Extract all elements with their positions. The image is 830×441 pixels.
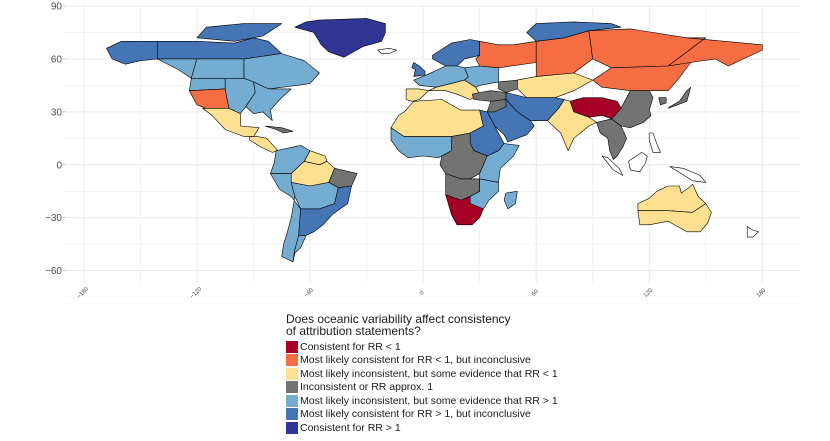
lon-tick-label: 60 — [531, 288, 540, 297]
region-caribbean — [264, 125, 294, 134]
legend-item-likely-consistent-rr-gt-1: Most likely consistent for RR > 1, but i… — [286, 408, 646, 422]
map-regions — [106, 18, 763, 263]
region-e-asia — [611, 90, 654, 128]
lon-tick-label: −60 — [304, 287, 316, 299]
legend-label: Most likely inconsistent, but some evide… — [300, 394, 558, 407]
lon-tick-label: 0 — [419, 290, 426, 297]
region-siberian-arctic — [526, 21, 622, 42]
region-w-canada — [157, 58, 198, 79]
region-ne-siberia — [667, 37, 763, 67]
region-s-asia — [547, 99, 597, 151]
region-borneo — [628, 152, 648, 173]
region-c-asia — [517, 72, 593, 98]
region-se-asia — [596, 118, 627, 160]
latitude-axis: 90 60 30 0 −30 −60 — [45, 2, 65, 277]
legend-item-consistent-rr-gt-1: Consistent for RR > 1 — [286, 421, 646, 435]
region-s-australia — [637, 203, 712, 233]
region-e-africa — [479, 143, 520, 183]
legend-swatch — [286, 421, 298, 434]
legend-swatch — [286, 394, 298, 407]
region-central-america — [249, 136, 279, 153]
region-w-africa — [390, 127, 452, 158]
lat-tick-label: 60 — [51, 54, 63, 65]
region-se-s-america — [298, 185, 352, 236]
region-korea — [658, 97, 667, 106]
region-greenland — [294, 18, 386, 58]
region-philippines — [648, 132, 661, 153]
legend-title-line1: Does oceanic variability affect consiste… — [286, 312, 511, 326]
legend-swatch — [286, 408, 298, 421]
region-s-s-america — [292, 235, 307, 263]
legend-label: Most likely consistent for RR > 1, but i… — [300, 408, 531, 421]
lat-tick-label: −60 — [45, 266, 62, 277]
region-iberia — [405, 88, 429, 102]
region-w-usa — [189, 78, 226, 91]
legend-item-inconsistent: Inconsistent or RR approx. 1 — [286, 381, 646, 395]
region-e-usa — [245, 81, 292, 121]
legend-swatch — [286, 354, 298, 367]
region-alaska — [106, 41, 158, 65]
legend: Does oceanic variability affect consiste… — [286, 313, 646, 435]
region-levant — [486, 99, 507, 113]
legend-swatch — [286, 367, 298, 380]
region-n-canada — [157, 37, 282, 60]
legend-title-line2: of attribution statements? — [286, 324, 421, 338]
region-sumatra — [601, 155, 624, 176]
legend-label: Inconsistent or RR approx. 1 — [300, 381, 434, 394]
lat-tick-label: 0 — [56, 160, 62, 171]
lon-tick-label: 180 — [756, 287, 768, 299]
region-n-europe — [432, 39, 480, 67]
region-sw-usa — [189, 88, 230, 109]
legend-label: Most likely consistent for RR < 1, but i… — [300, 354, 531, 367]
legend-label: Consistent for RR > 1 — [300, 421, 401, 434]
region-new-guinea — [669, 166, 707, 183]
legend-item-consistent-rr-lt-1: Consistent for RR < 1 — [286, 340, 646, 354]
region-japan — [667, 86, 691, 109]
region-new-zealand — [746, 226, 759, 238]
region-uk — [411, 62, 426, 77]
legend-item-likely-consistent-rr-lt-1: Most likely consistent for RR < 1, but i… — [286, 354, 646, 368]
region-sahara — [390, 99, 484, 137]
legend-item-likely-inconsistent-rr-gt-1: Most likely inconsistent, but some evide… — [286, 394, 646, 408]
region-n-australia — [637, 183, 707, 213]
longitude-axis: −180 −120 −60 0 60 120 180 — [76, 286, 767, 300]
legend-title: Does oceanic variability affect consiste… — [286, 313, 646, 337]
legend-swatch — [286, 381, 298, 394]
region-caspian-caucasus — [498, 79, 518, 93]
region-e-asia-n — [592, 62, 691, 91]
region-c-usa — [224, 78, 256, 114]
lat-tick-label: 90 — [51, 2, 63, 13]
region-mexico — [202, 108, 260, 137]
lon-tick-label: −120 — [189, 286, 203, 300]
region-canadian-arctic — [196, 23, 282, 42]
lat-tick-label: −30 — [45, 213, 62, 224]
lon-tick-label: −180 — [76, 286, 90, 300]
legend-item-likely-inconsistent-rr-lt-1: Most likely inconsistent, but some evide… — [286, 367, 646, 381]
region-southern-africa — [445, 194, 484, 226]
legend-label: Consistent for RR < 1 — [300, 340, 401, 353]
region-madagascar — [503, 191, 518, 210]
region-c-canada — [191, 58, 245, 79]
region-ne-europe-russia — [475, 41, 537, 69]
region-iceland — [377, 48, 397, 54]
lon-tick-label: 120 — [643, 287, 655, 299]
legend-label: Most likely inconsistent, but some evide… — [300, 367, 558, 380]
lat-tick-label: 30 — [51, 107, 63, 118]
legend-swatch — [286, 340, 298, 353]
